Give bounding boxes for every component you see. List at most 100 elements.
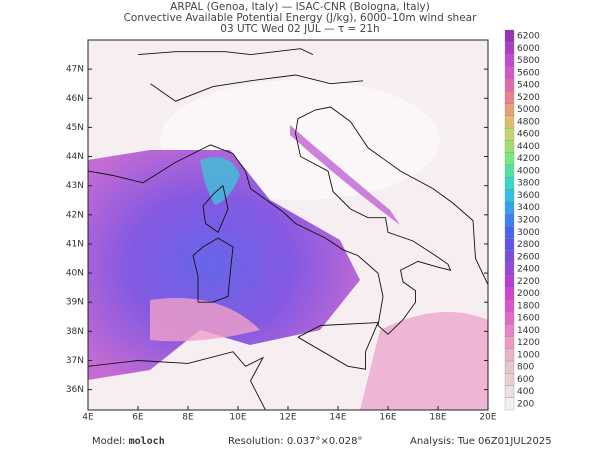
- colorbar-label: 1400: [517, 326, 540, 336]
- lat-label: 44N: [66, 152, 84, 162]
- footer-analysis: Analysis: Tue 06Z01JUL2025: [410, 436, 552, 447]
- coastline: [150, 74, 364, 102]
- colorbar-label: 4800: [517, 117, 540, 127]
- colorbar-label: 3800: [517, 179, 540, 189]
- chart: ARPAL (Genoa, Italy) — ISAC-CNR (Bologna…: [66, 1, 540, 423]
- colorbar-box: [504, 164, 515, 178]
- colorbar-box: [504, 127, 515, 141]
- colorbar-box: [504, 373, 515, 386]
- lon-label: 10E: [229, 413, 246, 423]
- lon-label: 16E: [379, 413, 396, 423]
- colorbar-box: [504, 311, 515, 325]
- lat-label: 41N: [66, 239, 84, 249]
- colorbar-box: [504, 29, 515, 43]
- colorbar-label: 1800: [517, 301, 540, 311]
- colorbar-label: 6000: [517, 44, 540, 54]
- resolution-label: Resolution:: [228, 436, 284, 447]
- colorbar-box: [504, 66, 515, 80]
- colorbar-label: 1000: [517, 350, 540, 360]
- title-line2: Convective Available Potential Energy (J…: [124, 12, 478, 24]
- lon-label: 18E: [429, 413, 446, 423]
- colorbar-box: [504, 213, 515, 227]
- title-line1: ARPAL (Genoa, Italy) — ISAC-CNR (Bologna…: [170, 1, 430, 13]
- colorbar-box: [504, 103, 515, 116]
- coastline: [137, 48, 314, 56]
- colorbar-label: 1200: [517, 338, 540, 348]
- colorbar-box: [504, 336, 515, 349]
- colorbar-label: 5200: [517, 93, 540, 103]
- colorbar-label: 2400: [517, 265, 540, 275]
- colorbar-box: [504, 42, 515, 55]
- lat-label: 42N: [66, 210, 84, 220]
- colorbar-box: [504, 324, 515, 337]
- colorbar-box: [504, 238, 515, 251]
- colorbar-box: [504, 250, 515, 264]
- colorbar-label: 3200: [517, 216, 540, 226]
- lat-label: 40N: [66, 269, 84, 279]
- lon-label: 8E: [182, 413, 194, 423]
- colorbar-box: [504, 91, 515, 104]
- lat-label: 46N: [66, 94, 84, 104]
- lat-label: 36N: [66, 385, 84, 395]
- colorbar-label: 4000: [517, 166, 540, 176]
- colorbar-label: 5000: [517, 105, 540, 115]
- footer-model: Model: moloch: [92, 436, 165, 447]
- model-label: Model:: [92, 436, 126, 447]
- colorbar-label: 200: [517, 399, 534, 409]
- colorbar-box: [504, 397, 515, 411]
- colorbar-box: [504, 348, 515, 362]
- colorbar-box: [504, 115, 515, 129]
- title-line3: 03 UTC Wed 02 JUL — τ = 21h: [220, 23, 379, 35]
- colorbar-label: 3600: [517, 191, 540, 201]
- lon-label: 20E: [479, 413, 496, 423]
- colorbar-label: 6200: [517, 32, 540, 42]
- lat-label: 47N: [66, 65, 84, 75]
- colorbar-box: [504, 360, 515, 374]
- colorbar-label: 2800: [517, 240, 540, 250]
- lat-label: 45N: [66, 123, 84, 133]
- colorbar-label: 2600: [517, 252, 540, 262]
- colorbar-box: [504, 225, 515, 239]
- colorbar-box: [504, 140, 515, 153]
- colorbar-box: [504, 275, 515, 288]
- lat-label: 38N: [66, 327, 84, 337]
- lat-label: 37N: [66, 356, 84, 366]
- lon-label: 14E: [329, 413, 346, 423]
- coastline: [88, 351, 266, 410]
- coastline: [88, 106, 488, 335]
- colorbar-box: [504, 385, 515, 398]
- resolution-value: 0.037°×0.028°: [286, 436, 363, 447]
- colorbar-box: [504, 189, 515, 202]
- colorbar-label: 2200: [517, 277, 540, 287]
- lon-label: 12E: [279, 413, 296, 423]
- coastlines: [88, 48, 488, 410]
- lon-label: 6E: [132, 413, 144, 423]
- colorbar-label: 2000: [517, 289, 540, 299]
- colorbar-label: 4200: [517, 154, 540, 164]
- colorbar-label: 4600: [517, 130, 540, 140]
- lat-label: 43N: [66, 181, 84, 191]
- colorbar-box: [504, 262, 515, 276]
- colorbar-label: 4400: [517, 142, 540, 152]
- model-value: moloch: [128, 436, 165, 447]
- coastline: [297, 322, 379, 370]
- lon-label: 4E: [82, 413, 94, 423]
- colorbar-box: [504, 152, 515, 165]
- colorbar-label: 400: [517, 387, 534, 397]
- colorbar-label: 600: [517, 375, 534, 385]
- colorbar-label: 5600: [517, 68, 540, 78]
- colorbar-box: [504, 299, 515, 313]
- colorbar-label: 5400: [517, 81, 540, 91]
- colorbar-box: [504, 78, 515, 92]
- colorbar-box: [504, 201, 515, 215]
- colorbar-label: 3400: [517, 203, 540, 213]
- coastline: [202, 185, 229, 233]
- colorbar-label: 1600: [517, 314, 540, 324]
- colorbar-label: 5800: [517, 56, 540, 66]
- footer-resolution: Resolution: 0.037°×0.028°: [228, 436, 362, 447]
- colorbar-box: [504, 287, 515, 300]
- colorbar-box: [504, 176, 515, 190]
- analysis-value: Tue 06Z01JUL2025: [457, 436, 552, 447]
- lat-label: 39N: [66, 298, 84, 308]
